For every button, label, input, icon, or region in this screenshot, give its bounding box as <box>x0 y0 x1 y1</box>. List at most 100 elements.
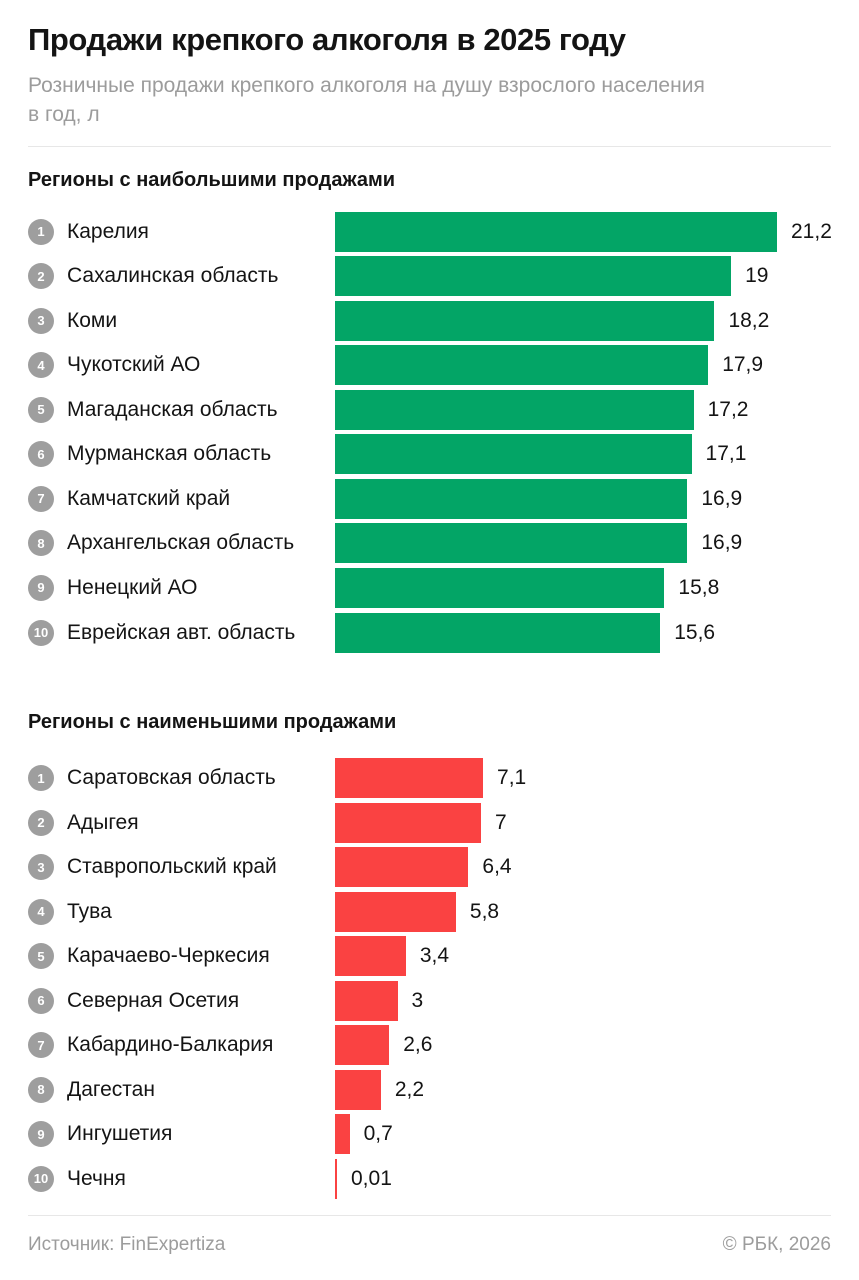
rank-badge: 1 <box>28 765 54 792</box>
chart-rows-bottom: 1 Саратовская область 7,1 2 Адыгея 7 3 Ставропо… <box>28 756 831 1201</box>
bar-zone: 17,1 <box>335 432 831 477</box>
row-left: 4 Тува <box>28 898 335 925</box>
chart-row: 5 Магаданская область 17,2 <box>28 388 831 433</box>
bar-zone: 0,7 <box>335 1112 831 1157</box>
value-label: 15,6 <box>674 620 716 644</box>
chart-top-regions: Регионы с наибольшими продажами 1 Карелия… <box>28 169 832 655</box>
rank-badge: 5 <box>28 943 54 970</box>
value-bar <box>335 256 732 297</box>
chart-row: 1 Карелия 21,2 <box>28 209 832 254</box>
bar-zone: 0,01 <box>335 1157 831 1202</box>
value-label: 17,2 <box>707 397 749 421</box>
subtitle-line-1: Розничные продажи крепкого алкоголя на д… <box>28 73 705 97</box>
value-bar <box>335 612 661 653</box>
row-left: 8 Архангельская область <box>28 530 335 557</box>
row-left: 1 Карелия <box>28 218 335 245</box>
bar-zone: 15,6 <box>335 610 831 655</box>
region-label: Камчатский край <box>67 486 231 510</box>
value-bar <box>335 300 715 341</box>
value-label: 7 <box>494 810 507 834</box>
value-label: 7,1 <box>497 766 527 790</box>
footer-source: Источник: FinExpertiza <box>28 1234 226 1256</box>
bar-zone: 7,1 <box>335 756 831 801</box>
rank-badge: 7 <box>28 485 54 512</box>
value-label: 17,9 <box>722 353 764 377</box>
row-left: 2 Сахалинская область <box>28 263 335 290</box>
chart-row: 5 Карачаево-Черкесия 3,4 <box>28 934 831 979</box>
value-bar <box>335 847 469 888</box>
subtitle-line-2: в год, л <box>28 102 100 126</box>
bar-zone: 17,9 <box>335 343 831 388</box>
chart-row: 7 Камчатский край 16,9 <box>28 477 831 522</box>
bar-zone: 15,8 <box>335 566 831 611</box>
row-left: 10 Еврейская авт. область <box>28 619 335 646</box>
rank-badge: 6 <box>28 441 54 468</box>
bar-zone: 21,2 <box>335 209 832 254</box>
bar-zone: 19 <box>335 254 831 299</box>
bar-zone: 2,2 <box>335 1068 831 1113</box>
rank-badge: 9 <box>28 1121 54 1148</box>
chart-row: 9 Ингушетия 0,7 <box>28 1112 831 1157</box>
row-left: 5 Магаданская область <box>28 396 335 423</box>
value-bar <box>335 478 688 519</box>
region-label: Чукотский АО <box>67 353 201 377</box>
rank-badge: 3 <box>28 307 54 334</box>
value-bar <box>335 936 406 977</box>
value-bar <box>335 567 665 608</box>
chart-row: 3 Ставропольский край 6,4 <box>28 845 831 890</box>
region-label: Ставропольский край <box>67 855 277 879</box>
rank-badge: 4 <box>28 352 54 379</box>
value-label: 3 <box>411 988 424 1012</box>
value-bar <box>335 434 692 475</box>
value-label: 0,7 <box>363 1122 393 1146</box>
bar-zone: 7 <box>335 800 831 845</box>
chart-row: 6 Мурманская область 17,1 <box>28 432 831 477</box>
region-label: Кабардино-Балкария <box>67 1033 274 1057</box>
page-subtitle: Розничные продажи крепкого алкоголя на д… <box>28 71 831 130</box>
row-left: 9 Ненецкий АО <box>28 574 335 601</box>
row-left: 6 Северная Осетия <box>28 987 335 1014</box>
value-label: 16,9 <box>701 486 743 510</box>
rank-badge: 2 <box>28 263 54 290</box>
region-label: Карачаево-Черкесия <box>67 944 270 968</box>
value-bar <box>335 758 484 799</box>
region-label: Ненецкий АО <box>67 575 198 599</box>
region-label: Ингушетия <box>67 1122 173 1146</box>
value-label: 17,1 <box>705 442 747 466</box>
region-label: Карелия <box>67 219 149 243</box>
rank-badge: 9 <box>28 574 54 601</box>
value-bar <box>335 802 481 843</box>
row-left: 7 Камчатский край <box>28 485 335 512</box>
value-label: 3,4 <box>419 944 450 968</box>
region-label: Северная Осетия <box>67 988 240 1012</box>
rank-badge: 8 <box>28 1076 54 1103</box>
value-bar <box>335 1158 337 1199</box>
value-label: 6,4 <box>482 855 512 879</box>
rank-badge: 2 <box>28 809 54 836</box>
value-bar <box>335 891 456 932</box>
row-left: 5 Карачаево-Черкесия <box>28 943 335 970</box>
rank-badge: 10 <box>28 1165 54 1192</box>
region-label: Чечня <box>67 1166 126 1190</box>
value-label: 5,8 <box>469 899 500 923</box>
chart-row: 4 Тува 5,8 <box>28 889 831 934</box>
chart-row: 9 Ненецкий АО 15,8 <box>28 566 831 611</box>
bar-zone: 3 <box>335 979 831 1024</box>
rank-badge: 4 <box>28 898 54 925</box>
bar-zone: 16,9 <box>335 521 831 566</box>
footer-divider <box>28 1215 831 1217</box>
chart-row: 8 Архангельская область 16,9 <box>28 521 831 566</box>
region-label: Дагестан <box>67 1077 155 1101</box>
bar-zone: 5,8 <box>335 889 831 934</box>
chart-row: 2 Сахалинская область 19 <box>28 254 831 299</box>
row-left: 7 Кабардино-Балкария <box>28 1032 335 1059</box>
chart-rows-top: 1 Карелия 21,2 2 Сахалинская область 19 3 Коми 1… <box>28 209 832 655</box>
region-label: Сахалинская область <box>67 264 279 288</box>
row-left: 6 Мурманская область <box>28 441 335 468</box>
rank-badge: 6 <box>28 987 54 1014</box>
row-left: 8 Дагестан <box>28 1076 335 1103</box>
bar-zone: 16,9 <box>335 477 831 522</box>
section-title-top: Регионы с наибольшими продажами <box>28 169 396 192</box>
rank-badge: 1 <box>28 218 54 245</box>
